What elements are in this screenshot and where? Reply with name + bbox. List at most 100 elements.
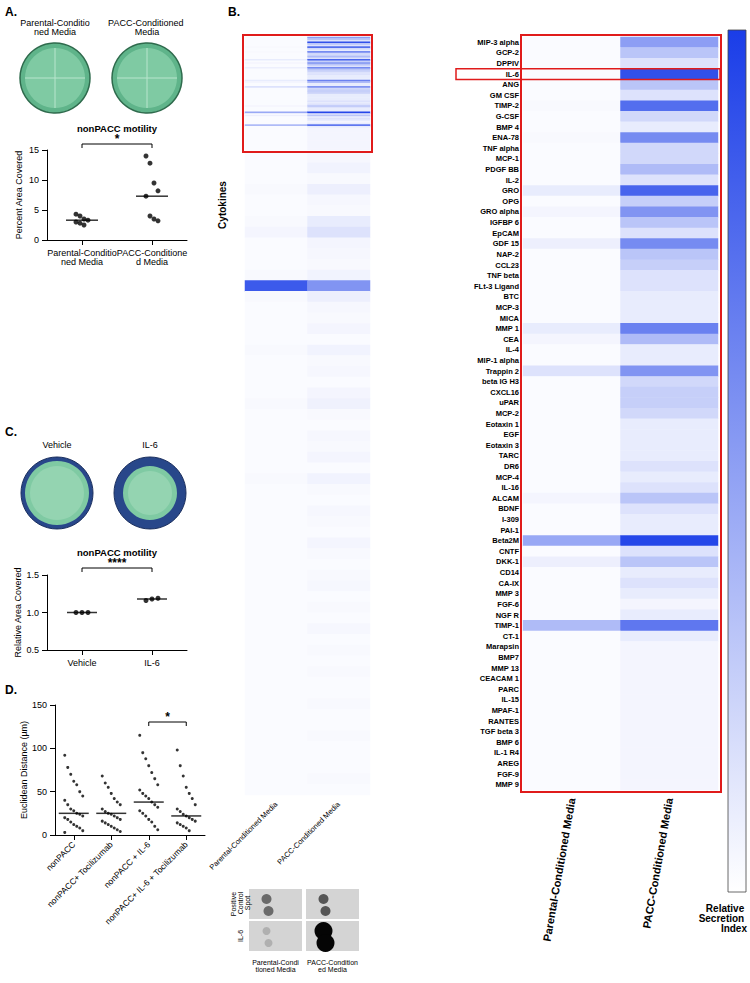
svg-text:ANG: ANG [502,80,519,89]
svg-text:TARC: TARC [499,451,520,460]
svg-text:IL-6: IL-6 [237,930,244,942]
svg-text:TIMP-2: TIMP-2 [494,101,519,110]
svg-text:IL-4: IL-4 [506,345,520,354]
svg-text:d Media: d Media [136,257,168,267]
svg-text:IL-6: IL-6 [142,440,158,450]
svg-text:MPAF-1: MPAF-1 [492,706,519,715]
svg-text:EpCAM: EpCAM [492,229,519,238]
svg-text:CCL23: CCL23 [495,261,519,270]
svg-text:Vehicle: Vehicle [67,658,96,668]
svg-text:C.: C. [5,425,17,439]
svg-text:FGF-6: FGF-6 [497,600,519,609]
svg-text:Cytokines: Cytokines [217,181,228,229]
svg-text:TNF alpha: TNF alpha [483,144,520,153]
svg-text:MMP 1: MMP 1 [495,324,519,333]
svg-text:MMP 13: MMP 13 [491,664,519,673]
svg-text:100: 100 [32,743,47,753]
svg-text:IL-16: IL-16 [501,483,519,492]
svg-text:BDNF: BDNF [498,504,519,513]
svg-text:MMP 3: MMP 3 [495,589,519,598]
svg-text:beta IG H3: beta IG H3 [482,377,519,386]
svg-text:IL-6: IL-6 [144,658,160,668]
svg-text:10: 10 [29,175,39,185]
svg-text:BMP 4: BMP 4 [496,123,520,132]
svg-text:CXCL16: CXCL16 [490,388,519,397]
svg-text:CEA: CEA [503,335,519,344]
svg-text:RANTES: RANTES [488,717,519,726]
svg-text:TGF beta 3: TGF beta 3 [480,727,519,736]
svg-text:Relative Area Covered: Relative Area Covered [13,567,23,657]
svg-text:CNTF: CNTF [499,547,519,556]
svg-text:Beta2M: Beta2M [492,536,519,545]
svg-text:DPPIV: DPPIV [496,59,519,68]
svg-text:TIMP-1: TIMP-1 [494,621,519,630]
svg-text:Positive: Positive [230,892,237,917]
svg-text:Control: Control [237,891,244,916]
svg-text:MICA: MICA [500,314,520,323]
svg-text:GM CSF: GM CSF [490,91,520,100]
svg-text:Media: Media [135,27,160,37]
svg-text:Eotaxin 3: Eotaxin 3 [486,441,519,450]
svg-text:GCP-2: GCP-2 [496,48,519,57]
svg-text:IL-6: IL-6 [506,70,519,79]
svg-text:G-CSF: G-CSF [496,112,520,121]
svg-text:B.: B. [228,5,240,19]
svg-text:BMP 6: BMP 6 [496,738,519,747]
svg-text:1.5: 1.5 [26,570,39,580]
svg-text:NAP-2: NAP-2 [496,250,519,259]
svg-text:Parental-Conditioned Media: Parental-Conditioned Media [541,796,578,942]
svg-text:Parental-Conditioned Media: Parental-Conditioned Media [207,799,280,872]
svg-text:nonPACC+ IL-6 + Tocilizumab: nonPACC+ IL-6 + Tocilizumab [103,839,190,926]
svg-text:CA-IX: CA-IX [499,579,519,588]
svg-text:MMP 9: MMP 9 [495,780,519,789]
svg-text:MCP-3: MCP-3 [496,303,519,312]
svg-text:IL-2: IL-2 [506,176,519,185]
svg-text:I-309: I-309 [502,515,519,524]
svg-text:GDF 15: GDF 15 [493,239,519,248]
svg-text:CEACAM 1: CEACAM 1 [480,674,519,683]
svg-text:FLt-3 Ligand: FLt-3 Ligand [474,282,519,291]
svg-text:PACC-Condition: PACC-Condition [307,959,358,966]
svg-text:CT-1: CT-1 [503,632,519,641]
svg-text:ed Media: ed Media [318,966,347,973]
svg-text:****: **** [108,556,127,570]
svg-text:MIP-3 alpha: MIP-3 alpha [477,38,520,47]
svg-text:Index: Index [721,923,748,934]
svg-text:PACC-Conditioned Media: PACC-Conditioned Media [275,799,342,866]
svg-text:Vehicle: Vehicle [42,440,71,450]
svg-text:EGF: EGF [504,430,520,439]
svg-text:OPG: OPG [502,197,519,206]
svg-text:1.0: 1.0 [26,608,39,618]
svg-text:Marapsin: Marapsin [486,642,519,651]
svg-text:BMP7: BMP7 [498,653,519,662]
svg-text:uPAR: uPAR [499,398,519,407]
svg-text:nonPACC: nonPACC [44,839,77,872]
svg-text:PAI-1: PAI-1 [500,526,519,535]
svg-text:AREG: AREG [497,759,519,768]
svg-text:MCP-4: MCP-4 [496,473,520,482]
svg-text:PARC: PARC [498,685,519,694]
svg-text:D.: D. [5,683,17,697]
svg-text:Trappin 2: Trappin 2 [486,367,519,376]
svg-text:ned Media: ned Media [34,27,76,37]
svg-text:5: 5 [34,205,39,215]
svg-text:MIP-1 alpha: MIP-1 alpha [477,356,520,365]
svg-text:Percent Area Covered: Percent Area Covered [14,151,24,240]
svg-text:NGF R: NGF R [496,611,520,620]
svg-text:MCP-1: MCP-1 [496,154,519,163]
svg-text:Parental-Condi: Parental-Condi [252,959,299,966]
svg-text:GRO alpha: GRO alpha [480,207,520,216]
svg-text:PDGF BB: PDGF BB [485,165,519,174]
svg-text:CD14: CD14 [500,568,520,577]
svg-text:IL-15: IL-15 [501,695,519,704]
svg-text:TNF beta: TNF beta [487,271,520,280]
svg-text:0: 0 [34,235,39,245]
svg-text:DKK-1: DKK-1 [496,557,519,566]
svg-text:50: 50 [37,787,47,797]
svg-text:ned Media: ned Media [61,257,103,267]
svg-text:0: 0 [42,830,47,840]
svg-text:FGF-9: FGF-9 [497,770,519,779]
svg-text:IL-1 R4: IL-1 R4 [494,748,520,757]
svg-text:A.: A. [5,5,17,19]
svg-text:15: 15 [29,145,39,155]
